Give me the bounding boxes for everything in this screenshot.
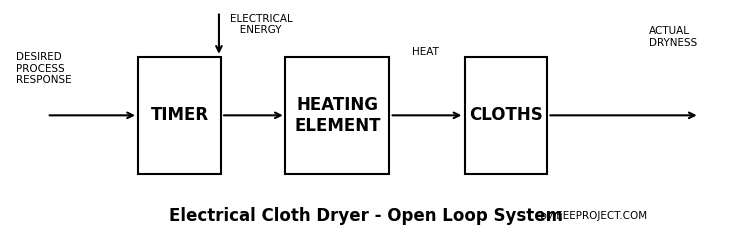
Bar bbox=[138, 57, 221, 174]
Bar bbox=[285, 57, 389, 174]
Text: Electrical Cloth Dryer - Open Loop System: Electrical Cloth Dryer - Open Loop Syste… bbox=[169, 207, 563, 225]
Text: HEATING
ELEMENT: HEATING ELEMENT bbox=[294, 96, 381, 135]
Bar bbox=[465, 57, 547, 174]
Text: ELECTRICAL
   ENERGY: ELECTRICAL ENERGY bbox=[230, 14, 293, 35]
Text: TIMER: TIMER bbox=[150, 106, 209, 124]
Text: DESIRED
PROCESS
RESPONSE: DESIRED PROCESS RESPONSE bbox=[16, 52, 72, 85]
Text: ACTUAL
DRYNESS: ACTUAL DRYNESS bbox=[649, 26, 698, 48]
Text: by EEEPROJECT.COM: by EEEPROJECT.COM bbox=[537, 211, 646, 221]
Text: CLOTHS: CLOTHS bbox=[469, 106, 542, 124]
Text: HEAT: HEAT bbox=[412, 47, 439, 57]
